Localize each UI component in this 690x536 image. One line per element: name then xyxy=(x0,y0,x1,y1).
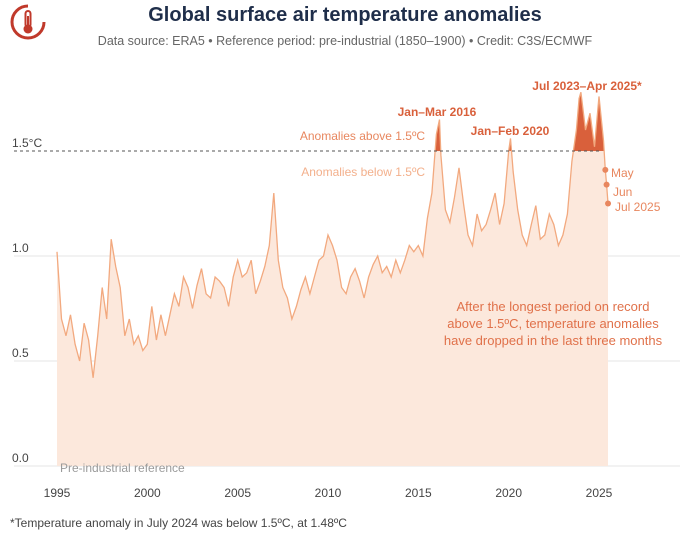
x-tick-label: 2025 xyxy=(586,486,613,500)
pre-industrial-reference-label: Pre-industrial reference xyxy=(60,461,185,475)
x-tick-label: 2015 xyxy=(405,486,432,500)
annotation-peak-2016: Jan–Mar 2016 xyxy=(398,105,477,119)
annotation-below-label: Anomalies below 1.5ºC xyxy=(301,165,425,179)
chart-subtitle: Data source: ERA5 • Reference period: pr… xyxy=(97,34,593,48)
y-tick-label: 1.5°C xyxy=(12,136,42,150)
x-tick-label: 2005 xyxy=(224,486,251,500)
y-axis-ticks: 0.0 0.5 1.0 1.5°C xyxy=(12,136,42,465)
annotation-above-label: Anomalies above 1.5ºC xyxy=(300,129,425,143)
temperature-line xyxy=(56,92,609,378)
month-point xyxy=(603,181,610,188)
thermometer-logo-icon xyxy=(10,4,46,40)
month-point xyxy=(602,166,609,173)
annotation-peak-2023: Jul 2023–Apr 2025* xyxy=(532,79,642,93)
chart-plot: 0.0 0.5 1.0 1.5°C 1995 2000 2005 2010 2015 2020 2… xyxy=(12,79,680,500)
x-axis-ticks: 1995 2000 2005 2010 2015 2020 2025 xyxy=(44,486,613,500)
label-jul-2025: Jul 2025 xyxy=(615,200,661,214)
month-points xyxy=(602,166,612,207)
area-above-threshold xyxy=(435,92,605,151)
footnote: *Temperature anomaly in July 2024 was be… xyxy=(10,516,347,530)
label-jun: Jun xyxy=(613,185,632,199)
note-line-2: above 1.5ºC, temperature anomalies xyxy=(447,316,659,331)
y-tick-label: 0.5 xyxy=(12,346,29,360)
x-tick-label: 1995 xyxy=(44,486,71,500)
y-tick-label: 0.0 xyxy=(12,451,29,465)
area-below-threshold xyxy=(57,92,608,466)
label-may: May xyxy=(611,166,634,180)
note-line-3: have dropped in the last three months xyxy=(444,333,663,348)
month-point xyxy=(605,200,612,207)
annotation-peak-2020: Jan–Feb 2020 xyxy=(471,124,550,138)
x-tick-label: 2010 xyxy=(315,486,342,500)
note-line-1: After the longest period on record xyxy=(457,299,650,314)
chart-title: Global surface air temperature anomalies xyxy=(148,4,542,26)
x-tick-label: 2000 xyxy=(134,486,161,500)
x-tick-label: 2020 xyxy=(495,486,522,500)
y-tick-label: 1.0 xyxy=(12,241,29,255)
